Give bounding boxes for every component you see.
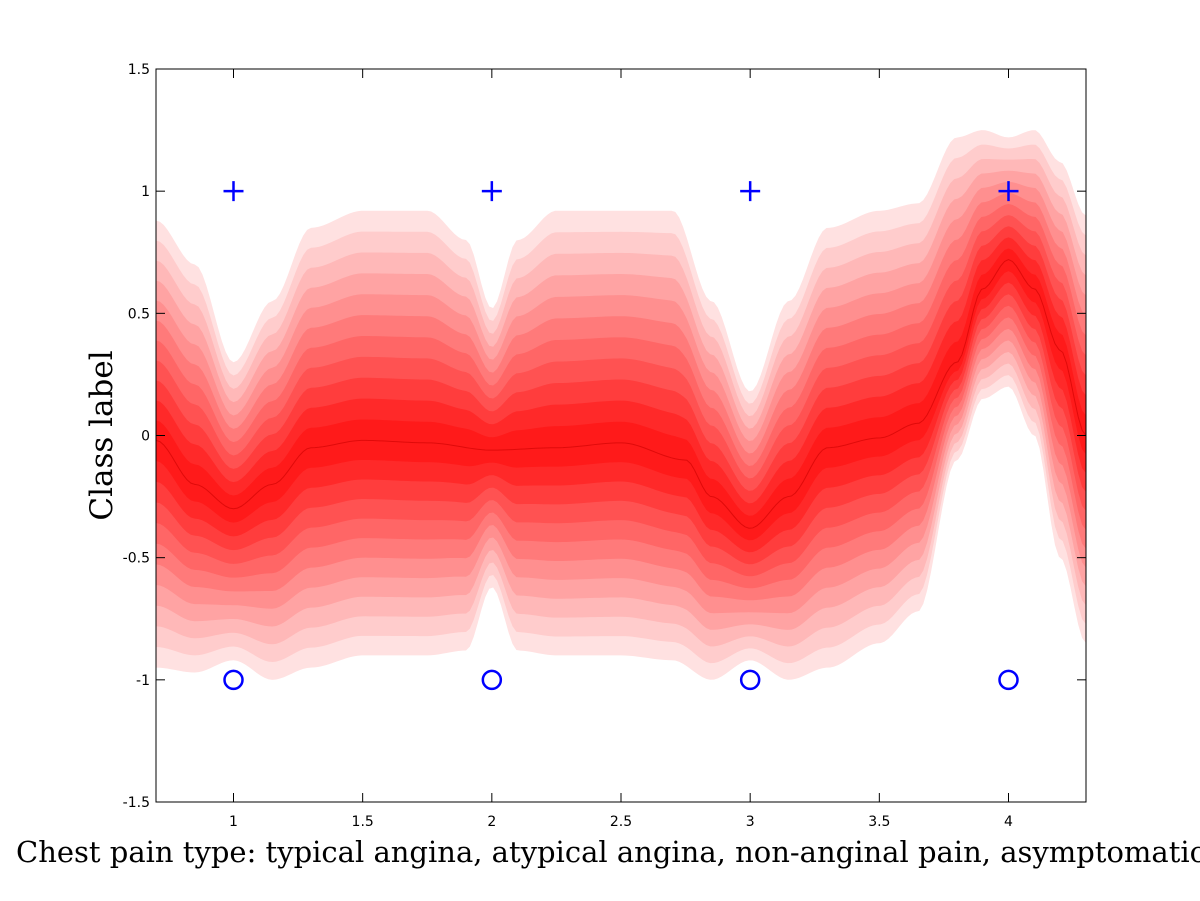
x-tick-label: 2 [487,814,496,830]
y-tick-label: -1 [136,673,150,689]
x-tick-label: 4 [1004,814,1013,830]
posterior-mean-line [155,259,1087,529]
x-tick-label: 2.5 [610,814,632,830]
plus-marker-3 [740,181,761,202]
y-tick-label: -0.5 [123,551,150,567]
x-tick-label: 3 [746,814,755,830]
y-tick-label: 0.5 [128,306,150,322]
circle-marker-2 [481,669,503,691]
posterior-band-10 [156,237,1086,553]
circle-marker-4 [998,669,1019,691]
y-tick-label: -1.5 [123,795,150,811]
data-markers [223,181,1019,691]
circle-marker-3 [739,669,761,691]
y-axis-label: Class label [84,350,120,520]
x-axis-label: Chest pain type: typical angina, atypica… [16,835,1200,869]
axis-ticks: 1 1.5 2 2.5 3 3.5 4 -1.5 -1 -0.5 0 0.5 1 1.5 [123,62,1086,830]
circle-marker-1 [223,669,244,691]
x-tick-label: 1 [229,814,238,830]
x-tick-label: 1.5 [352,814,374,830]
plus-marker-4 [998,181,1019,202]
y-tick-label: 0 [141,429,150,445]
plus-marker-1 [223,181,244,202]
plus-marker-2 [481,181,502,202]
y-tick-label: 1.5 [128,62,150,78]
y-tick-label: 1 [141,184,150,200]
x-tick-label: 3.5 [868,814,890,830]
posterior-bands [156,130,1086,680]
